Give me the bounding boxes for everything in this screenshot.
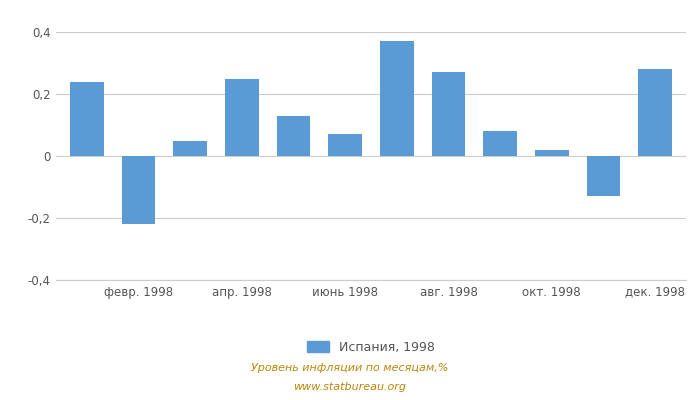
Bar (380, 41, 414, 156)
Bar (225, 78, 259, 156)
Bar (483, 131, 517, 156)
Bar (70, 82, 104, 156)
Bar (328, 134, 362, 156)
Bar (432, 72, 466, 156)
Text: www.statbureau.org: www.statbureau.org (293, 382, 407, 392)
Bar (174, 140, 207, 156)
Legend: Испания, 1998: Испания, 1998 (307, 341, 435, 354)
Text: Уровень инфляции по месяцам,%: Уровень инфляции по месяцам,% (251, 363, 449, 373)
Bar (276, 116, 310, 156)
Bar (587, 156, 620, 196)
Bar (535, 150, 568, 156)
Bar (638, 69, 672, 156)
Bar (122, 156, 155, 224)
